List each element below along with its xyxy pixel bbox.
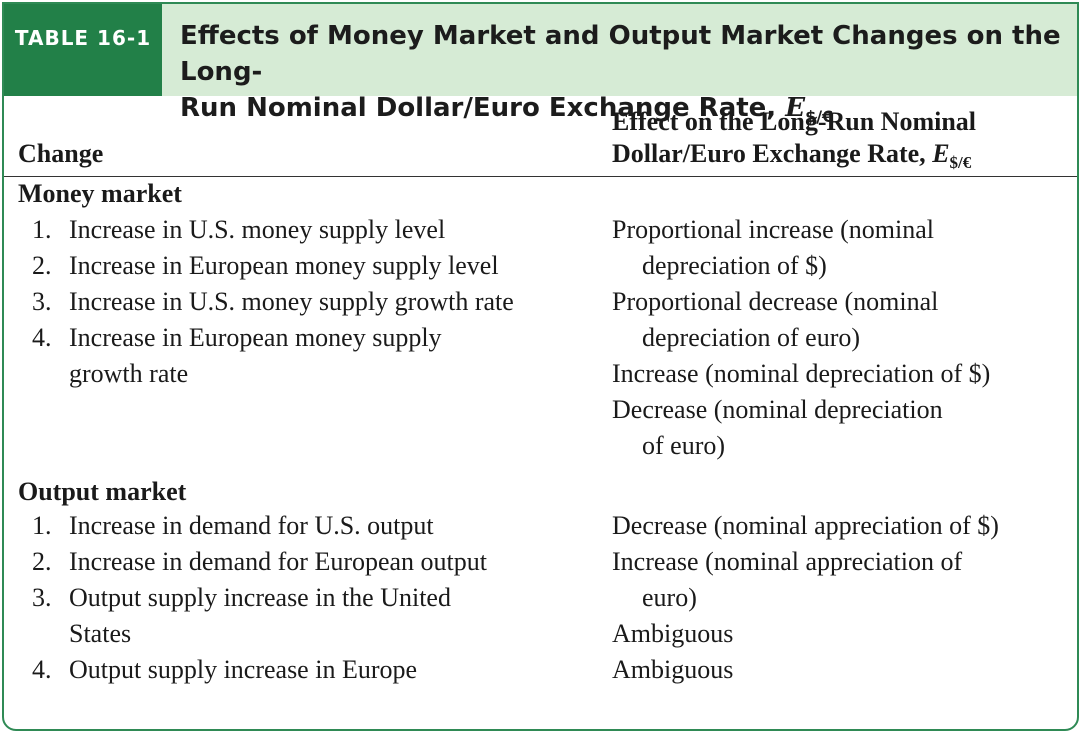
mm-change-1-num: 1. <box>32 215 52 244</box>
om-change-2: Increase in demand for European output <box>69 547 488 576</box>
om-effect-1: Decrease (nominal appreciation of $) <box>612 511 999 540</box>
table-label: TABLE 16-1 <box>4 4 162 96</box>
table-header: TABLE 16-1 Effects of Money Market and O… <box>4 4 1077 126</box>
effect-column-header: Effect on the Long-Run Nominal Dollar/Eu… <box>612 106 976 179</box>
title-line-1: Effects of Money Market and Output Marke… <box>180 21 1061 87</box>
mm-change-3-num: 3. <box>32 287 52 316</box>
om-change-3-line-2: States <box>69 619 132 648</box>
effect-header-line-2: Dollar/Euro Exchange Rate, E$/€ <box>612 138 976 179</box>
om-effect-3: Ambiguous <box>612 619 734 648</box>
mm-effect-1: Proportional increase (nominal <box>612 215 935 244</box>
mm-effect-3: Increase (nominal depreciation of $) <box>612 359 991 388</box>
om-change-1: Increase in demand for U.S. output <box>69 511 434 540</box>
title-line-2-text: Run Nominal Dollar/Euro Exchange Rate, <box>180 93 777 123</box>
om-change-2-num: 2. <box>32 547 52 576</box>
effect-header-line-2-text: Dollar/Euro Exchange Rate, <box>612 139 926 168</box>
change-column-header: Change <box>18 139 104 168</box>
mm-change-4-line-2: growth rate <box>69 359 189 388</box>
om-effect-4: Ambiguous <box>612 655 734 684</box>
mm-effect-4: Decrease (nominal depreciation <box>612 395 943 424</box>
om-change-4: Output supply increase in Europe <box>69 655 418 684</box>
om-change-3-num: 3. <box>32 583 52 612</box>
title-line-2: Run Nominal Dollar/Euro Exchange Rate, E… <box>180 90 1070 135</box>
om-change-1-num: 1. <box>32 511 52 540</box>
output-market-heading: Output market <box>18 477 187 506</box>
om-change-3-line-1: Output supply increase in the United <box>69 583 451 612</box>
effect-subscript: $/€ <box>949 153 972 173</box>
om-effect-2: Increase (nominal appreciation of <box>612 547 963 576</box>
mm-change-3: Increase in U.S. money supply growth rat… <box>69 287 514 316</box>
om-change-4-num: 4. <box>32 655 52 684</box>
title-subscript: $/€ <box>805 107 834 127</box>
mm-effect-1-cont: depreciation of $) <box>642 251 827 280</box>
money-market-heading: Money market <box>18 179 182 208</box>
title-symbol: E <box>785 93 806 123</box>
mm-change-2: Increase in European money supply level <box>69 251 499 280</box>
om-effect-2-cont: euro) <box>642 583 697 612</box>
header-divider <box>4 176 1077 177</box>
mm-effect-2-cont: depreciation of euro) <box>642 323 861 352</box>
mm-change-1: Increase in U.S. money supply level <box>69 215 446 244</box>
effect-header-line-1: Effect on the Long-Run Nominal <box>612 107 977 136</box>
mm-change-4-num: 4. <box>32 323 52 352</box>
effect-symbol: E <box>932 139 950 168</box>
mm-effect-2: Proportional decrease (nominal <box>612 287 939 316</box>
mm-change-4-line-1: Increase in European money supply <box>69 323 442 352</box>
mm-effect-4-cont: of euro) <box>642 431 726 460</box>
table-title: Effects of Money Market and Output Marke… <box>180 18 1070 135</box>
mm-change-2-num: 2. <box>32 251 52 280</box>
